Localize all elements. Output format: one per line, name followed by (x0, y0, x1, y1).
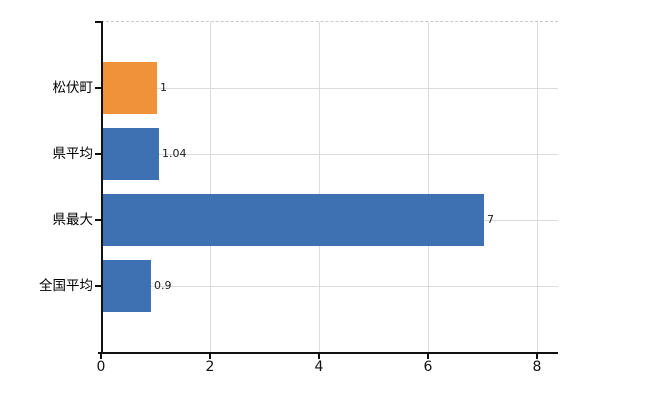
y-axis-tick (95, 87, 102, 89)
x-tick-label: 4 (314, 359, 324, 375)
x-tick-label: 6 (423, 359, 433, 375)
x-axis-tick (209, 353, 211, 359)
gridline-vertical (318, 22, 320, 353)
x-axis-tick (536, 353, 538, 359)
plot-top-border (101, 21, 558, 22)
category-label: 全国平均 (39, 278, 93, 294)
x-axis-tick (100, 353, 102, 359)
gridline-vertical (427, 22, 429, 353)
bar-value-label: 7 (487, 213, 494, 226)
bar (102, 62, 157, 114)
gridline-vertical (536, 22, 538, 353)
bar-value-label: 1.04 (162, 147, 187, 160)
category-label: 県最大 (52, 212, 94, 228)
x-tick-label: 8 (532, 359, 542, 375)
x-tick-label: 0 (96, 359, 106, 375)
gridline-horizontal (102, 153, 558, 155)
category-label: 松伏町 (52, 80, 94, 96)
y-axis-tick (95, 285, 102, 287)
gridline-vertical (209, 22, 211, 353)
x-tick-label: 2 (205, 359, 215, 375)
y-axis-tick (95, 219, 102, 221)
x-axis-tick (318, 353, 320, 359)
y-axis-tick (95, 153, 102, 155)
y-axis (101, 21, 103, 353)
x-axis-tick (427, 353, 429, 359)
gridline-horizontal (102, 87, 558, 89)
category-label: 県平均 (52, 146, 94, 162)
x-axis (98, 352, 558, 354)
bar (102, 128, 159, 180)
bar (102, 260, 151, 312)
y-axis-top-tick (95, 21, 102, 23)
bar (102, 194, 484, 246)
gridline-horizontal (102, 285, 558, 287)
bar-value-label: 0.9 (154, 279, 172, 292)
bar-value-label: 1 (160, 81, 167, 94)
